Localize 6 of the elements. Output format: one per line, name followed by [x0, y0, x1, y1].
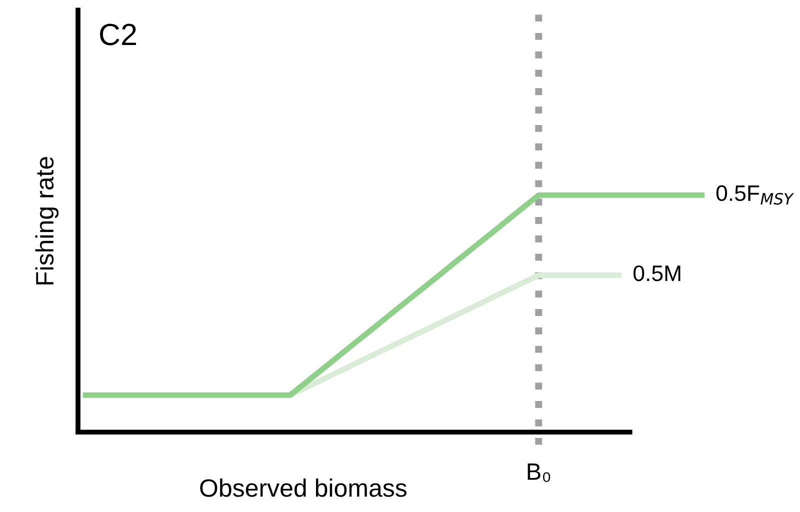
y-axis-title: Fishing rate [35, 156, 59, 284]
series-label: 0.5M [634, 265, 680, 282]
chart-title: C2 [100, 24, 136, 46]
series-label: 0.5F$_{MSY}$ [716, 185, 794, 205]
text: B₀ [528, 464, 550, 482]
x-axis-title: Observed biomass [200, 478, 407, 497]
